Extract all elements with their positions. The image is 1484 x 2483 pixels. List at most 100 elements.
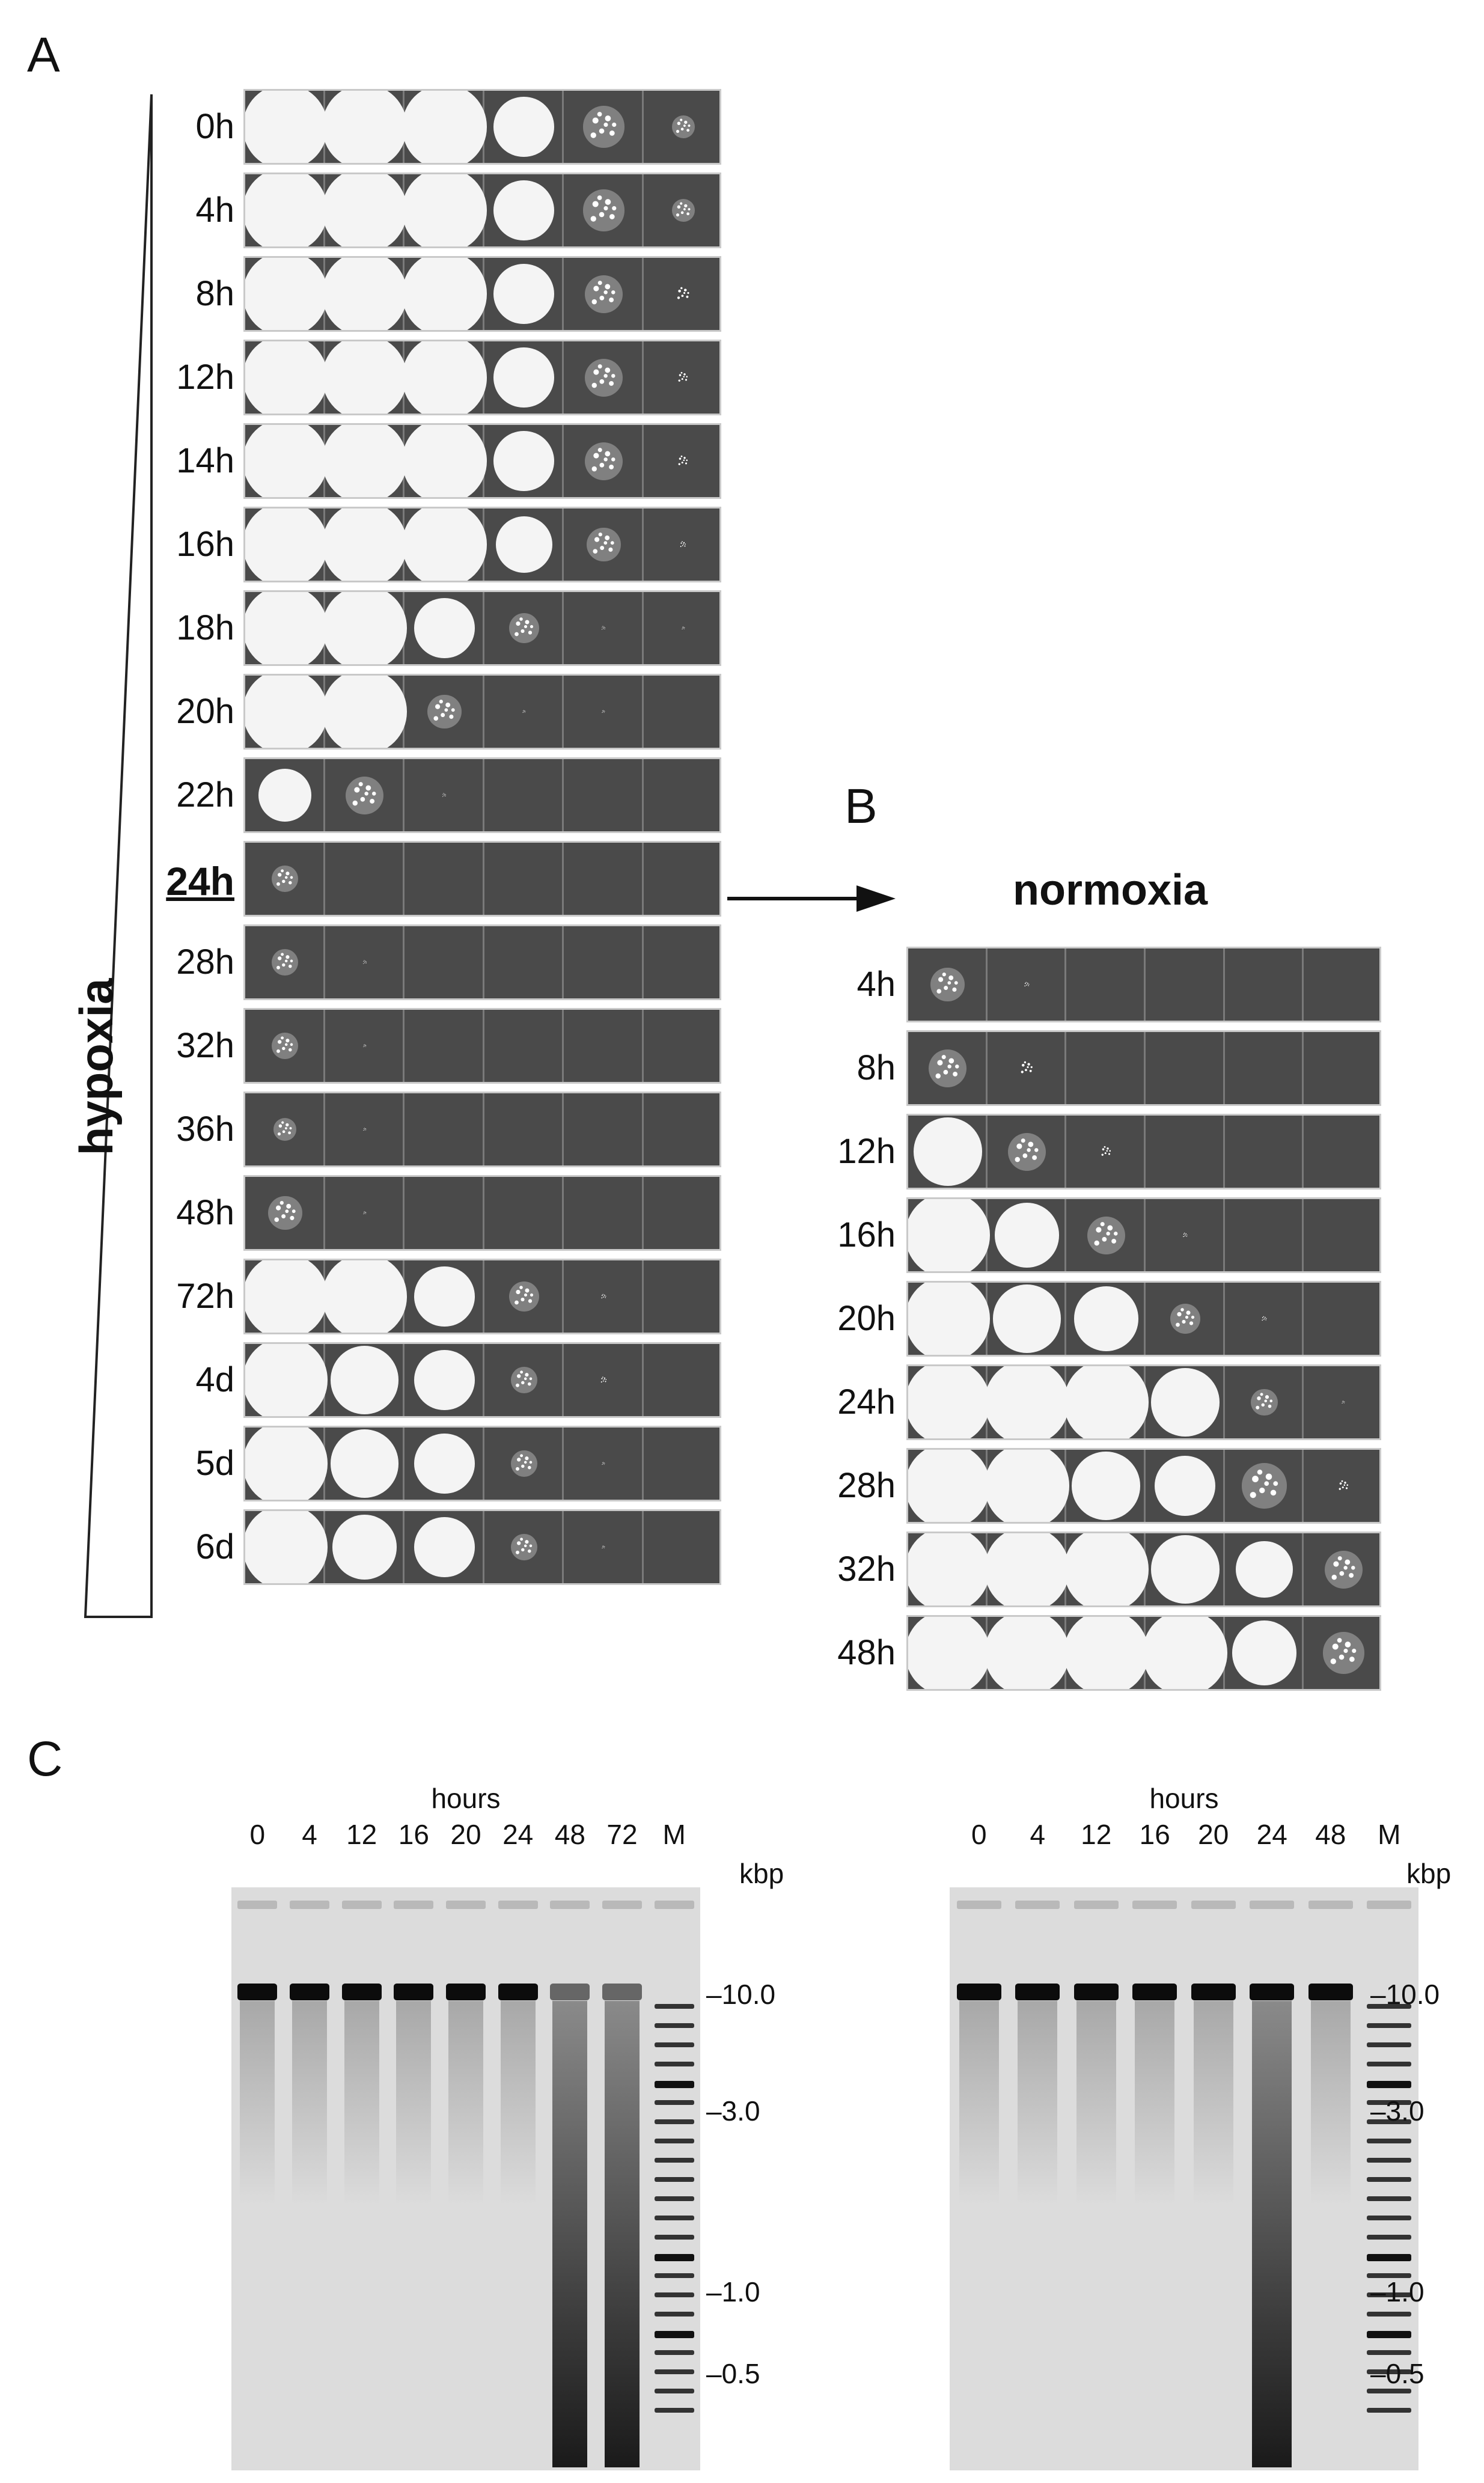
spot-cell [564, 1093, 644, 1165]
spot-cell [484, 1344, 564, 1416]
spot-cell [1225, 1366, 1304, 1438]
spot-cell [245, 926, 325, 998]
yeast-spot [908, 1283, 991, 1355]
row-label: 24h [166, 859, 234, 903]
spot-cell [644, 843, 720, 915]
panel-c-letter: C [27, 1732, 63, 1786]
spot-cell [484, 1511, 564, 1583]
spot-cell [1304, 1032, 1379, 1104]
spot-row [243, 1008, 721, 1084]
spot-row [906, 1281, 1381, 1357]
spot-cell [245, 91, 328, 163]
ladder-band [1367, 2023, 1412, 2028]
band-trail [292, 2001, 327, 2205]
spot-row [906, 1532, 1381, 1607]
yeast-spot [273, 1118, 297, 1141]
ladder-band [654, 2292, 694, 2298]
band-trail [1018, 2001, 1058, 2205]
yeast-spot [322, 425, 408, 497]
gel-well [1132, 1901, 1177, 1909]
spot-row [243, 1426, 721, 1501]
yeast-spot [495, 516, 552, 573]
ladder-band [1367, 2273, 1412, 2279]
genomic-dna-band [550, 1984, 590, 2001]
spot-cell [405, 676, 484, 748]
spot-cell [484, 174, 564, 246]
genomic-dna-band [1308, 1984, 1353, 2001]
ladder-band [1367, 2408, 1412, 2413]
yeast-spot [245, 341, 328, 414]
genomic-dna-band [341, 1984, 382, 2001]
yeast-spot [582, 106, 624, 148]
spot-cell [564, 1177, 644, 1249]
spot-cell [1143, 1617, 1228, 1689]
band-trail [500, 2001, 536, 2205]
size-marker-label: –10.0 [1370, 1979, 1440, 2011]
yeast-spot [521, 709, 527, 714]
row-label: 0h [195, 107, 234, 146]
spot-cell [564, 91, 644, 163]
spot-cell [644, 509, 720, 581]
yeast-spot [245, 91, 328, 163]
ladder-band [654, 2042, 694, 2048]
spot-cell [564, 592, 644, 664]
ladder-band [654, 2408, 694, 2413]
spot-cell [1225, 1283, 1304, 1355]
spot-cell [325, 1010, 405, 1082]
yeast-spot [245, 174, 328, 246]
spot-cell [325, 1428, 405, 1500]
yeast-spot [680, 626, 686, 631]
lane-label: 16 [1139, 1819, 1170, 1850]
yeast-spot [1098, 1144, 1114, 1159]
yeast-spot [331, 1429, 399, 1498]
gel-well [446, 1901, 486, 1909]
spot-cell [1304, 1199, 1379, 1271]
transfer-arrow [727, 885, 896, 912]
gel-unit-label: kbp [739, 1858, 784, 1889]
band-trail [344, 2001, 379, 2205]
spot-cell [564, 258, 644, 330]
ladder-band [654, 2158, 694, 2163]
yeast-spot [402, 258, 487, 330]
yeast-spot [984, 1366, 1070, 1438]
yeast-spot [908, 1199, 991, 1271]
yeast-spot [1170, 1303, 1201, 1334]
yeast-spot [992, 1284, 1061, 1353]
yeast-spot [361, 959, 368, 966]
band-trail [1135, 2001, 1175, 2205]
spot-row [243, 757, 721, 833]
gel-well [394, 1901, 434, 1909]
spot-cell [564, 1428, 644, 1500]
yeast-spot [1341, 1400, 1346, 1405]
yeast-spot [1324, 1550, 1363, 1589]
spot-row [243, 1175, 721, 1251]
row-label: 16h [837, 1215, 896, 1254]
row-label: 8h [857, 1048, 896, 1087]
yeast-spot [984, 1450, 1070, 1522]
spot-cell [644, 1511, 720, 1583]
lane-label: 16 [398, 1819, 429, 1850]
spot-cell [564, 926, 644, 998]
lane-label: 0 [249, 1819, 266, 1850]
spot-cell [402, 91, 487, 163]
lane-label: M [1378, 1819, 1401, 1850]
spot-cell [908, 1116, 988, 1188]
yeast-spot [1143, 1617, 1228, 1689]
spot-row [243, 924, 721, 1000]
yeast-spot [914, 1117, 982, 1186]
ladder-band [654, 2081, 694, 2089]
row-label: 8h [195, 274, 234, 313]
spot-cell [1304, 1283, 1379, 1355]
yeast-spot [493, 430, 555, 492]
spot-cell [988, 1116, 1067, 1188]
spot-cell [988, 1199, 1067, 1271]
yeast-spot [245, 1344, 328, 1416]
yeast-spot [245, 509, 328, 581]
spot-cell [484, 1260, 564, 1333]
band-trail [959, 2001, 999, 2205]
spot-cell [245, 258, 328, 330]
spot-cell [1066, 948, 1146, 1021]
spot-cell [1146, 1366, 1225, 1438]
spot-cell [484, 258, 564, 330]
spot-cell [325, 759, 405, 831]
